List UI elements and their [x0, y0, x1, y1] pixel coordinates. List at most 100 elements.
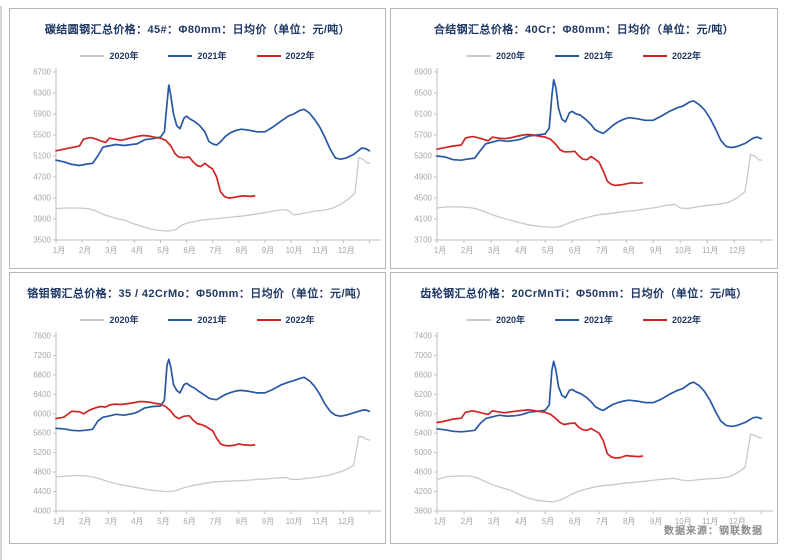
legend-item-2021: 2021年: [168, 313, 227, 326]
x-tick-label: 2月: [461, 246, 473, 255]
x-tick-label: 8月: [236, 246, 248, 255]
series-line-2020年: [55, 435, 371, 493]
chart-legend: 2020年 2021年 2022年: [391, 49, 777, 62]
legend-label: 2021年: [583, 315, 614, 325]
chart-legend: 2020年 2021年 2022年: [391, 313, 777, 326]
x-tick-label: 7月: [596, 517, 608, 526]
x-tick-label: 1月: [53, 246, 65, 255]
legend-line-2020: [80, 318, 105, 321]
legend-line-2020: [80, 54, 105, 57]
x-tick-label: 1月: [53, 517, 65, 526]
legend-line-2021: [168, 54, 193, 57]
chart-title: 合结钢汇总价格：40Cr：Φ80mm：日均价（单位：元/吨）: [433, 24, 735, 36]
y-tick-label: 5900: [33, 110, 51, 119]
x-tick-label: 5月: [542, 246, 554, 255]
legend-line-2022: [643, 318, 668, 321]
chart-legend: 2020年 2021年 2022年: [10, 49, 385, 62]
y-tick-label: 4600: [414, 468, 432, 477]
x-tick-label: 6月: [569, 517, 581, 526]
chart-panel-carbon-round-steel: 碳结圆钢汇总价格：45#：Φ80mm：日均价（单位：元/吨） 2020年 202…: [9, 8, 386, 269]
legend-item-2022: 2022年: [643, 49, 701, 62]
x-tick-label: 6月: [183, 246, 195, 255]
y-tick-label: 4900: [414, 173, 432, 182]
legend-label: 2022年: [672, 315, 702, 325]
legend-item-2022: 2022年: [256, 313, 315, 326]
y-tick-label: 3900: [33, 215, 51, 224]
legend-item-2021: 2021年: [168, 49, 227, 62]
x-tick-label: 3月: [105, 517, 117, 526]
legend-item-2021: 2021年: [554, 313, 614, 326]
legend-item-2022: 2022年: [256, 49, 315, 62]
x-tick-label: 1月: [434, 517, 446, 526]
legend-item-2020: 2020年: [80, 313, 138, 326]
chart-panel-crmo-steel: 铬钼钢汇总价格：35 / 42CrMo：Φ50mm：日均价（单位：元/吨） 20…: [9, 272, 386, 544]
legend-line-2022: [256, 318, 281, 321]
y-tick-label: 5500: [33, 131, 51, 140]
x-tick-label: 10月: [675, 517, 692, 526]
x-tick-label: 8月: [623, 517, 635, 526]
y-tick-label: 6900: [414, 68, 432, 77]
y-tick-label: 4200: [414, 487, 432, 496]
legend-item-2020: 2020年: [466, 49, 525, 62]
legend-line-2022: [643, 54, 668, 57]
y-tick-label: 6800: [33, 370, 51, 379]
window-left-edge: [0, 6, 2, 560]
series-line-2020年: [436, 433, 762, 503]
y-tick-label: 7600: [33, 332, 51, 341]
legend-label: 2020年: [495, 315, 525, 325]
x-tick-label: 11月: [702, 246, 718, 255]
y-tick-label: 4000: [33, 507, 51, 516]
series-line-2020年: [436, 153, 762, 229]
series-line-2020年: [55, 156, 371, 232]
y-tick-label: 6400: [33, 390, 51, 399]
series-line-2021年: [436, 360, 763, 433]
x-tick-label: 10月: [286, 246, 303, 255]
y-tick-label: 6000: [33, 409, 51, 418]
x-tick-label: 12月: [338, 517, 355, 526]
legend-line-2021: [554, 318, 579, 321]
chart-panel-gear-steel: 齿轮钢汇总价格：20CrMnTi：Φ50mm：日均价（单位：元/吨） 2020年…: [390, 272, 778, 544]
legend-line-2021: [554, 54, 579, 57]
y-tick-label: 5100: [33, 152, 51, 161]
y-tick-label: 6300: [33, 89, 51, 98]
legend-label: 2022年: [285, 51, 315, 61]
series-line-2022年: [55, 134, 256, 199]
x-tick-label: 7月: [596, 246, 608, 255]
x-tick-label: 1月: [434, 246, 446, 255]
legend-item-2020: 2020年: [80, 49, 138, 62]
x-tick-label: 3月: [488, 246, 500, 255]
legend-label: 2020年: [109, 51, 139, 61]
line-chart-canvas: 7400 7000 6600 6200 5800 5400 5000 4600 4200 3800…: [414, 332, 773, 526]
legend-label: 2022年: [285, 315, 315, 325]
y-tick-label: 3800: [414, 507, 432, 516]
x-tick-label: 7月: [209, 517, 221, 526]
y-tick-label: 5400: [414, 429, 432, 438]
legend-label: 2021年: [197, 51, 227, 61]
y-tick-label: 6100: [414, 110, 432, 119]
x-tick-label: 11月: [312, 246, 328, 255]
y-tick-label: 5300: [414, 152, 432, 161]
legend-label: 2022年: [672, 51, 702, 61]
x-tick-label: 11月: [702, 517, 718, 526]
legend-line-2022: [256, 54, 281, 57]
series-line-2022年: [55, 400, 256, 447]
x-tick-label: 4月: [515, 246, 527, 255]
chart-legend: 2020年 2021年 2022年: [10, 313, 385, 326]
x-tick-label: 7月: [209, 246, 221, 255]
x-tick-label: 6月: [569, 246, 581, 255]
chart-title: 齿轮钢汇总价格：20CrMnTi：Φ50mm：日均价（单位：元/吨）: [420, 288, 748, 300]
y-tick-label: 5600: [33, 429, 51, 438]
series-line-2022年: [436, 409, 644, 459]
x-tick-label: 9月: [650, 517, 662, 526]
x-tick-label: 12月: [729, 517, 746, 526]
y-tick-label: 4100: [414, 215, 432, 224]
x-tick-label: 8月: [623, 246, 635, 255]
series-line-2022年: [436, 133, 644, 187]
y-tick-label: 7000: [414, 351, 432, 360]
x-tick-label: 9月: [262, 517, 274, 526]
legend-line-2020: [466, 318, 491, 321]
chart-panel-alloy-steel-40cr: 合结钢汇总价格：40Cr：Φ80mm：日均价（单位：元/吨） 2020年 202…: [390, 8, 778, 269]
